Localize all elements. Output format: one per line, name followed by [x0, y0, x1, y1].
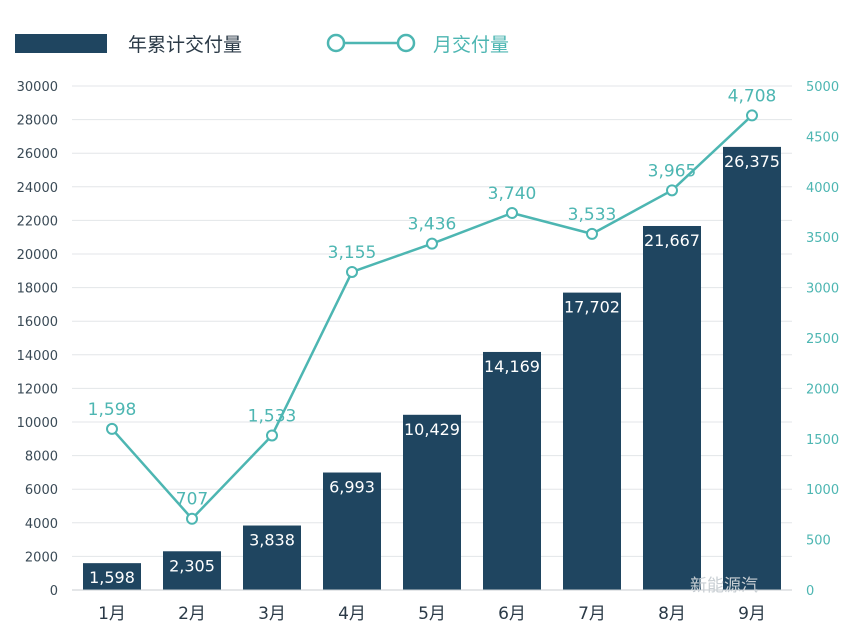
line-value-label: 3,965 — [648, 161, 697, 181]
line-value-label: 3,740 — [488, 184, 537, 204]
legend-bar-label: 年累计交付量 — [128, 34, 242, 56]
bar — [403, 414, 461, 590]
line-value-label: 3,533 — [568, 205, 617, 225]
bar — [83, 563, 141, 590]
bar-value-label: 14,169 — [484, 357, 540, 376]
bar-value-label: 17,702 — [564, 298, 620, 317]
right-axis: 0 500 1000 1500 2000 2500 3000 3500 4000 4500 5000 — [806, 80, 839, 599]
line-value-label: 1,598 — [88, 400, 137, 420]
line-value-label: 3,155 — [328, 243, 377, 263]
line-value-label: 1,533 — [248, 406, 297, 426]
left-axis: 0 2000 4000 6000 8000 10000 12000 14000 16000 180… — [17, 80, 58, 599]
bar — [323, 472, 381, 590]
bar — [643, 225, 701, 591]
line-point — [266, 429, 278, 442]
bar-value-label: 3,838 — [249, 531, 295, 550]
bar-value-label: 21,667 — [644, 231, 700, 250]
left-tick-label: 12000 — [17, 382, 58, 397]
line-value-label: 4,708 — [728, 86, 777, 106]
left-tick-label: 18000 — [17, 282, 58, 297]
x-tick-label: 4月 — [338, 604, 366, 624]
x-tick-label: 7月 — [578, 604, 606, 624]
left-tick-label: 26000 — [17, 147, 58, 162]
left-tick-label: 16000 — [17, 315, 58, 330]
bar — [723, 146, 781, 590]
legend: 年累计交付量 月交付量 — [15, 33, 509, 56]
x-tick-label: 3月 — [258, 604, 286, 624]
right-tick-label: 2500 — [806, 332, 839, 347]
left-tick-label: 10000 — [17, 416, 58, 431]
x-axis: 1月 2月 3月 4月 5月 6月 7月 8月 9月 — [72, 589, 792, 624]
line-point — [346, 265, 358, 278]
right-tick-label: 2000 — [806, 382, 839, 397]
legend-line-marker-right — [396, 33, 416, 53]
legend-line-marker-left — [326, 33, 346, 53]
line-value-label: 3,436 — [408, 215, 457, 235]
x-tick-label: 9月 — [738, 604, 766, 624]
left-tick-label: 8000 — [25, 450, 58, 465]
right-tick-label: 4500 — [806, 130, 839, 145]
bar — [563, 292, 621, 590]
right-tick-label: 3000 — [806, 282, 839, 297]
left-tick-label: 22000 — [17, 214, 58, 229]
right-tick-label: 5000 — [806, 80, 839, 95]
left-tick-label: 0 — [50, 584, 58, 599]
line-series: 1,598 707 1,533 3,155 3,436 3,740 3,533 3,965 4,… — [88, 86, 777, 525]
legend-bar-swatch — [15, 34, 107, 53]
right-tick-label: 4000 — [806, 181, 839, 196]
legend-line-label: 月交付量 — [433, 34, 509, 56]
left-tick-label: 20000 — [17, 248, 58, 263]
bar-value-label: 2,305 — [169, 556, 215, 575]
bar — [243, 525, 301, 590]
bar — [163, 551, 221, 590]
line-point — [666, 184, 678, 197]
left-tick-label: 28000 — [17, 114, 58, 129]
left-tick-label: 2000 — [25, 550, 58, 565]
line-point — [746, 109, 758, 122]
right-tick-label: 1000 — [806, 483, 839, 498]
bar-value-label: 1,598 — [89, 568, 135, 587]
line-point — [506, 207, 518, 220]
bar-value-label: 6,993 — [329, 478, 375, 497]
bar-value-label: 26,375 — [724, 152, 780, 171]
x-tick-label: 5月 — [418, 604, 446, 624]
bar-value-label: 10,429 — [404, 420, 460, 439]
line-value-label: 707 — [176, 490, 208, 510]
line-point — [586, 227, 598, 240]
x-tick-label: 1月 — [98, 604, 126, 624]
line-point — [106, 422, 118, 435]
left-tick-label: 24000 — [17, 181, 58, 196]
right-tick-label: 0 — [806, 584, 814, 599]
bar-series: 1,598 2,305 3,838 6,993 10,429 14,169 17,702 21… — [83, 146, 781, 591]
x-tick-label: 6月 — [498, 604, 526, 624]
left-tick-label: 14000 — [17, 349, 58, 364]
bar — [483, 351, 541, 590]
right-tick-label: 500 — [806, 534, 831, 549]
right-tick-label: 1500 — [806, 433, 839, 448]
left-tick-label: 6000 — [25, 483, 58, 498]
line-point — [426, 237, 438, 250]
left-tick-label: 4000 — [25, 517, 58, 532]
x-tick-label: 2月 — [178, 604, 206, 624]
x-tick-label: 8月 — [658, 604, 686, 624]
right-tick-label: 3500 — [806, 231, 839, 246]
watermark: 新能源汽 — [690, 576, 758, 596]
left-tick-label: 30000 — [17, 80, 58, 95]
line-point — [186, 512, 198, 525]
